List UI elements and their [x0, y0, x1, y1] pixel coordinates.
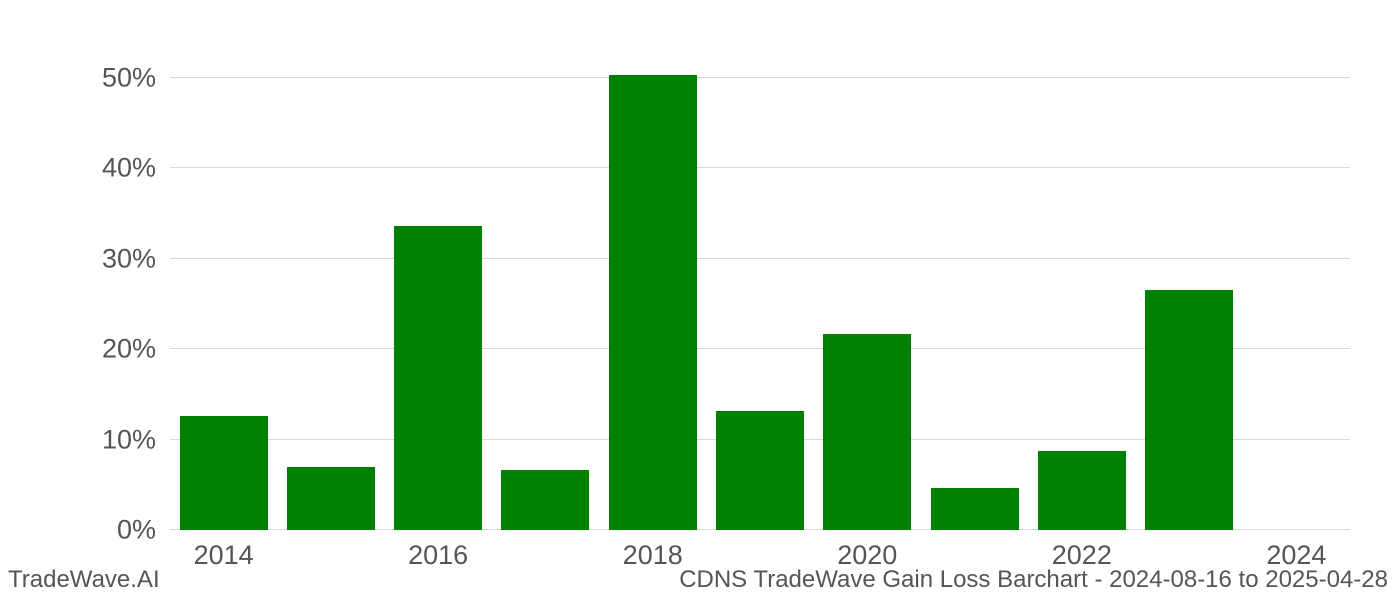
ytick-label: 50% [102, 63, 170, 94]
xtick-label: 2022 [1052, 530, 1112, 571]
gridline [170, 77, 1350, 78]
bar [287, 467, 375, 530]
ytick-label: 30% [102, 243, 170, 274]
bar [823, 334, 911, 530]
ytick-label: 10% [102, 424, 170, 455]
footer-left-label: TradeWave.AI [8, 566, 160, 594]
bar [1038, 451, 1126, 530]
xtick-label: 2016 [408, 530, 468, 571]
xtick-label: 2024 [1266, 530, 1326, 571]
ytick-label: 0% [117, 515, 170, 546]
bar [931, 488, 1019, 530]
footer-right-label: CDNS TradeWave Gain Loss Barchart - 2024… [679, 566, 1388, 594]
gain-loss-barchart: 0%10%20%30%40%50%20142016201820202022202… [170, 60, 1350, 530]
xtick-label: 2018 [623, 530, 683, 571]
xtick-label: 2020 [837, 530, 897, 571]
ytick-label: 20% [102, 334, 170, 365]
ytick-label: 40% [102, 153, 170, 184]
plot-area: 0%10%20%30%40%50%20142016201820202022202… [170, 60, 1350, 530]
gridline [170, 167, 1350, 168]
gridline [170, 258, 1350, 259]
bar [394, 226, 482, 530]
bar [609, 75, 697, 530]
bar [1145, 290, 1233, 530]
bar [716, 411, 804, 530]
bar [501, 470, 589, 530]
bar [180, 416, 268, 530]
xtick-label: 2014 [194, 530, 254, 571]
